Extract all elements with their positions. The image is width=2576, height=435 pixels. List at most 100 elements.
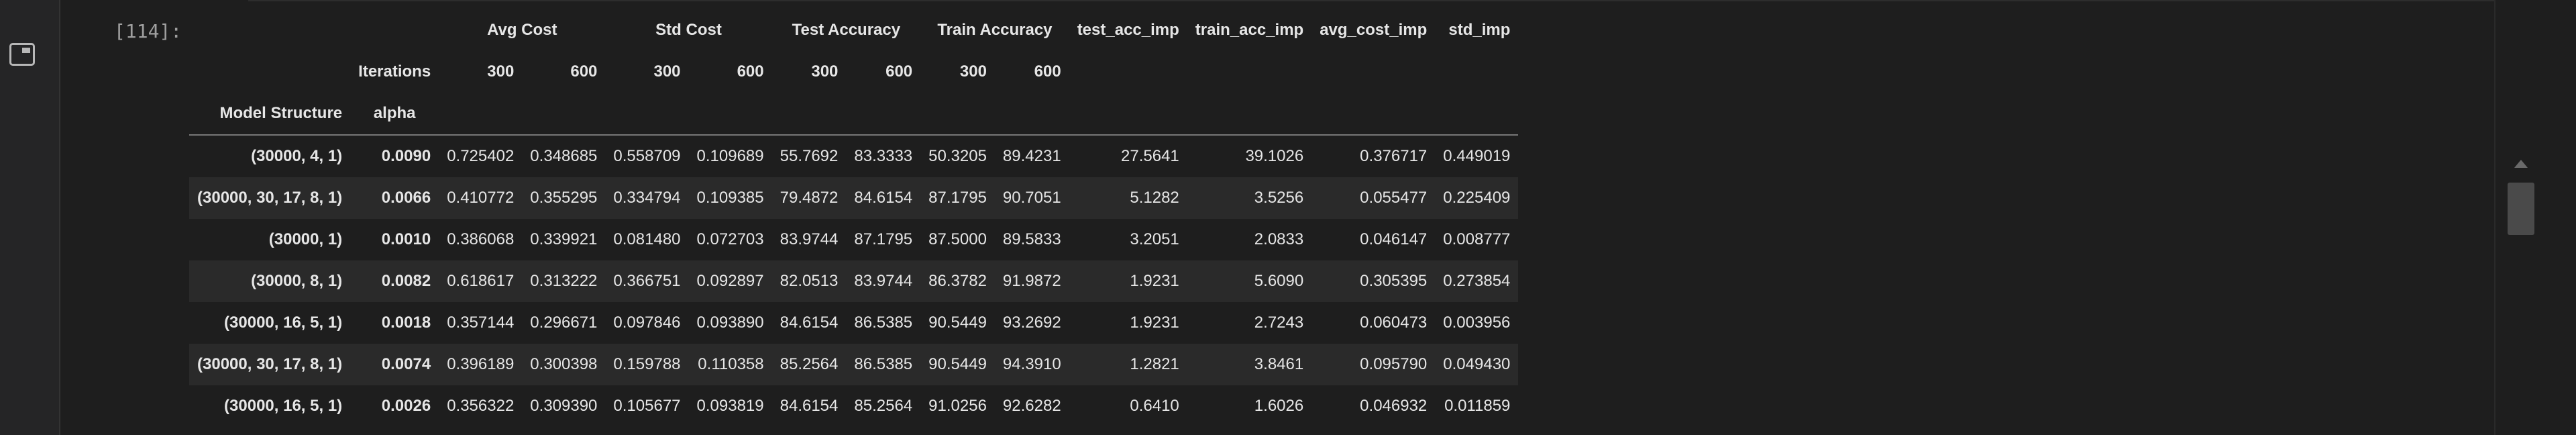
header-iter-value: 600 xyxy=(885,62,913,81)
table-cell: 89.4231 xyxy=(1002,147,1061,165)
table-cell: 0.092897 xyxy=(696,272,764,290)
header-row-iterations: Iterations 300 600 300 600 300 600 300 6… xyxy=(189,51,1518,93)
table-cell: 0.097846 xyxy=(613,313,681,332)
table-cell: 0.356322 xyxy=(447,397,515,415)
header-blank xyxy=(688,93,772,136)
table-cell: 0.093819 xyxy=(696,397,764,415)
table-cell: 0.618617 xyxy=(447,272,515,290)
scroll-up-icon[interactable] xyxy=(2514,160,2528,168)
table-cell: 0.449019 xyxy=(1443,147,1511,165)
header-iter-value: 600 xyxy=(737,62,764,81)
table-cell: 91.0256 xyxy=(928,397,987,415)
table-cell: 0.386068 xyxy=(447,230,515,248)
header-iterations-label: Iterations xyxy=(358,62,431,81)
header-blank xyxy=(846,93,921,136)
header-alpha: alpha xyxy=(350,93,439,136)
table-cell: 0.300398 xyxy=(530,355,598,373)
table-cell: 0.110358 xyxy=(698,355,764,373)
header-blank xyxy=(439,93,523,136)
table-row: (30000, 1) 0.0010 0.386068 0.339921 0.081480… xyxy=(189,219,1518,260)
table-cell: 0.334794 xyxy=(613,189,681,207)
table-cell: 0.348685 xyxy=(530,147,598,165)
row-alpha: 0.0010 xyxy=(381,230,431,248)
table-cell: 83.9744 xyxy=(780,230,839,248)
table-cell: 0.081480 xyxy=(613,230,681,248)
table-cell: 94.3910 xyxy=(1002,355,1061,373)
table-cell: 0.273854 xyxy=(1443,272,1511,290)
header-test-acc-imp: test_acc_imp xyxy=(1077,21,1179,39)
table-cell: 0.366751 xyxy=(613,272,681,290)
table-row: (30000, 8, 1) 0.0082 0.618617 0.313222 0.366… xyxy=(189,260,1519,302)
table-cell: 0.011859 xyxy=(1444,397,1511,415)
row-model-structure: (30000, 4, 1) xyxy=(251,147,343,165)
table-cell: 1.9231 xyxy=(1130,272,1179,290)
table-cell: 85.2564 xyxy=(780,355,839,373)
table-row: (30000, 4, 1) 0.0090 0.725402 0.348685 0.558… xyxy=(189,135,1518,177)
header-blank xyxy=(350,9,439,51)
table-cell: 86.5385 xyxy=(854,355,913,373)
cell-divider xyxy=(248,0,2494,1)
header-iter-value: 600 xyxy=(570,62,598,81)
row-alpha: 0.0066 xyxy=(381,189,431,207)
table-cell: 0.410772 xyxy=(447,189,515,207)
scrollbar-thumb[interactable] xyxy=(2508,183,2534,235)
table-cell: 0.008777 xyxy=(1443,230,1511,248)
table-cell: 0.357144 xyxy=(447,313,515,332)
table-cell: 39.1026 xyxy=(1245,147,1304,165)
table-cell: 0.396189 xyxy=(447,355,515,373)
table-cell: 84.6154 xyxy=(854,189,913,207)
table-cell: 0.159788 xyxy=(613,355,681,373)
execution-count: [114]: xyxy=(114,20,182,42)
header-blank xyxy=(1187,51,1311,93)
header-blank xyxy=(1187,93,1312,136)
dataframe-table: Avg Cost Std Cost Test Accuracy Train Ac… xyxy=(189,9,1519,427)
table-cell: 2.0833 xyxy=(1254,230,1304,248)
row-model-structure: (30000, 8, 1) xyxy=(251,272,343,290)
table-cell: 90.5449 xyxy=(928,355,987,373)
table-cell: 83.9744 xyxy=(854,272,913,290)
table-cell: 84.6154 xyxy=(780,313,839,332)
row-model-structure: (30000, 1) xyxy=(268,230,343,248)
row-model-structure: (30000, 30, 17, 8, 1) xyxy=(197,189,343,207)
table-cell: 90.5449 xyxy=(928,313,987,332)
table-cell: 87.1795 xyxy=(928,189,987,207)
table-row: (30000, 30, 17, 8, 1) 0.0066 0.410772 0.355… xyxy=(189,177,1519,219)
header-blank xyxy=(1069,93,1187,136)
header-iter-value: 300 xyxy=(653,62,681,81)
table-cell: 1.6026 xyxy=(1254,397,1304,415)
header-avg-cost: Avg Cost xyxy=(487,21,557,39)
row-alpha: 0.0018 xyxy=(381,313,431,332)
row-model-structure: (30000, 16, 5, 1) xyxy=(224,313,343,332)
table-cell: 0.072703 xyxy=(696,230,764,248)
output-toggle-icon[interactable] xyxy=(9,43,35,66)
table-cell: 5.1282 xyxy=(1130,189,1179,207)
header-std-imp: std_imp xyxy=(1448,21,1511,39)
header-iter-value: 300 xyxy=(811,62,839,81)
table-body: (30000, 4, 1) 0.0090 0.725402 0.348685 0.558… xyxy=(189,135,1519,427)
header-iter-value: 600 xyxy=(1034,62,1061,81)
header-blank xyxy=(522,93,606,136)
table-cell: 0.046932 xyxy=(1360,397,1428,415)
table-cell: 86.3782 xyxy=(928,272,987,290)
vertical-scrollbar[interactable] xyxy=(2494,0,2536,435)
header-avg-cost-imp: avg_cost_imp xyxy=(1320,21,1428,39)
table-row: (30000, 16, 5, 1) 0.0018 0.357144 0.296671 0… xyxy=(189,302,1518,344)
table-cell: 55.7692 xyxy=(780,147,839,165)
table-cell: 85.2564 xyxy=(854,397,913,415)
header-std-cost: Std Cost xyxy=(655,21,722,39)
table-cell: 3.5256 xyxy=(1254,189,1304,207)
table-cell: 93.2692 xyxy=(1002,313,1061,332)
table-cell: 84.6154 xyxy=(780,397,839,415)
table-cell: 0.109385 xyxy=(696,189,764,207)
header-row-groups: Avg Cost Std Cost Test Accuracy Train Ac… xyxy=(189,9,1518,51)
row-model-structure: (30000, 16, 5, 1) xyxy=(224,397,343,415)
table-cell: 86.5385 xyxy=(854,313,913,332)
table-cell: 89.5833 xyxy=(1002,230,1061,248)
header-model-structure: Model Structure xyxy=(189,93,351,136)
table-cell: 3.8461 xyxy=(1254,355,1304,373)
header-iter-value: 300 xyxy=(959,62,987,81)
table-cell: 50.3205 xyxy=(928,147,987,165)
table-cell: 2.7243 xyxy=(1254,313,1304,332)
table-cell: 87.1795 xyxy=(854,230,913,248)
table-cell: 0.309390 xyxy=(530,397,598,415)
